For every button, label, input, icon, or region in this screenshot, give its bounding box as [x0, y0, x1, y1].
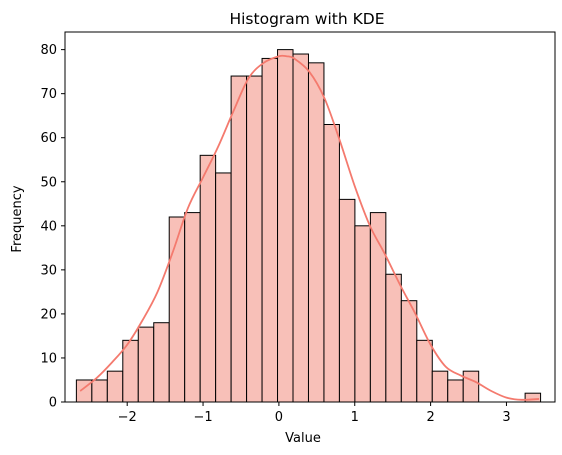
histogram-bar	[106, 370, 124, 403]
histogram-bar	[261, 57, 279, 403]
y-axis: 0 10 20 30 40 50 60 70 80	[40, 43, 65, 411]
histogram-bar	[416, 339, 433, 403]
x-tick-label: 2	[426, 410, 434, 425]
y-tick-label: 80	[40, 43, 57, 58]
x-axis: −2 −1 0 1 2 3	[118, 402, 511, 425]
y-tick-label: 40	[40, 219, 57, 234]
x-tick-label: −2	[118, 410, 137, 425]
histogram-bar	[292, 53, 309, 403]
y-axis-title: Frequency	[10, 185, 25, 252]
y-tick-label: 10	[40, 351, 57, 366]
histogram-bar	[199, 154, 217, 403]
histogram-bar	[91, 379, 108, 403]
kde-line	[79, 54, 540, 401]
x-tick-label: 1	[351, 410, 359, 425]
histogram-bar	[338, 198, 356, 403]
kde-layer	[79, 54, 540, 401]
x-tick-label: 3	[502, 410, 510, 425]
histogram-bar	[323, 124, 340, 403]
y-tick-label: 70	[40, 87, 57, 102]
histogram-bar	[400, 300, 418, 403]
chart-title: Histogram with KDE	[229, 10, 384, 28]
y-tick-label: 30	[40, 263, 57, 278]
histogram-bar	[246, 75, 263, 403]
x-tick-label: 0	[275, 410, 283, 425]
histogram-bar	[230, 75, 248, 403]
y-tick-label: 0	[49, 396, 57, 411]
histogram-bar	[462, 370, 480, 403]
histogram-bar	[153, 322, 170, 403]
histogram-bar	[184, 212, 201, 403]
x-tick-label: −1	[193, 410, 212, 425]
x-axis-title: Value	[285, 431, 321, 446]
histogram-bar	[431, 370, 449, 403]
plot-frame	[64, 31, 556, 403]
histogram-bar	[307, 62, 325, 403]
histogram-bar	[447, 379, 464, 403]
histogram-bar	[122, 339, 139, 403]
y-tick-label: 20	[40, 307, 57, 322]
y-tick-label: 50	[40, 175, 57, 190]
bars-layer	[75, 49, 542, 403]
histogram-bar	[354, 225, 371, 403]
histogram-bar	[168, 216, 186, 403]
y-tick-label: 60	[40, 131, 57, 146]
histogram-bar	[524, 392, 542, 403]
histogram-bar	[137, 326, 155, 403]
histogram-bar	[385, 273, 402, 403]
histogram-bar	[277, 49, 294, 403]
histogram-bar	[215, 172, 232, 403]
